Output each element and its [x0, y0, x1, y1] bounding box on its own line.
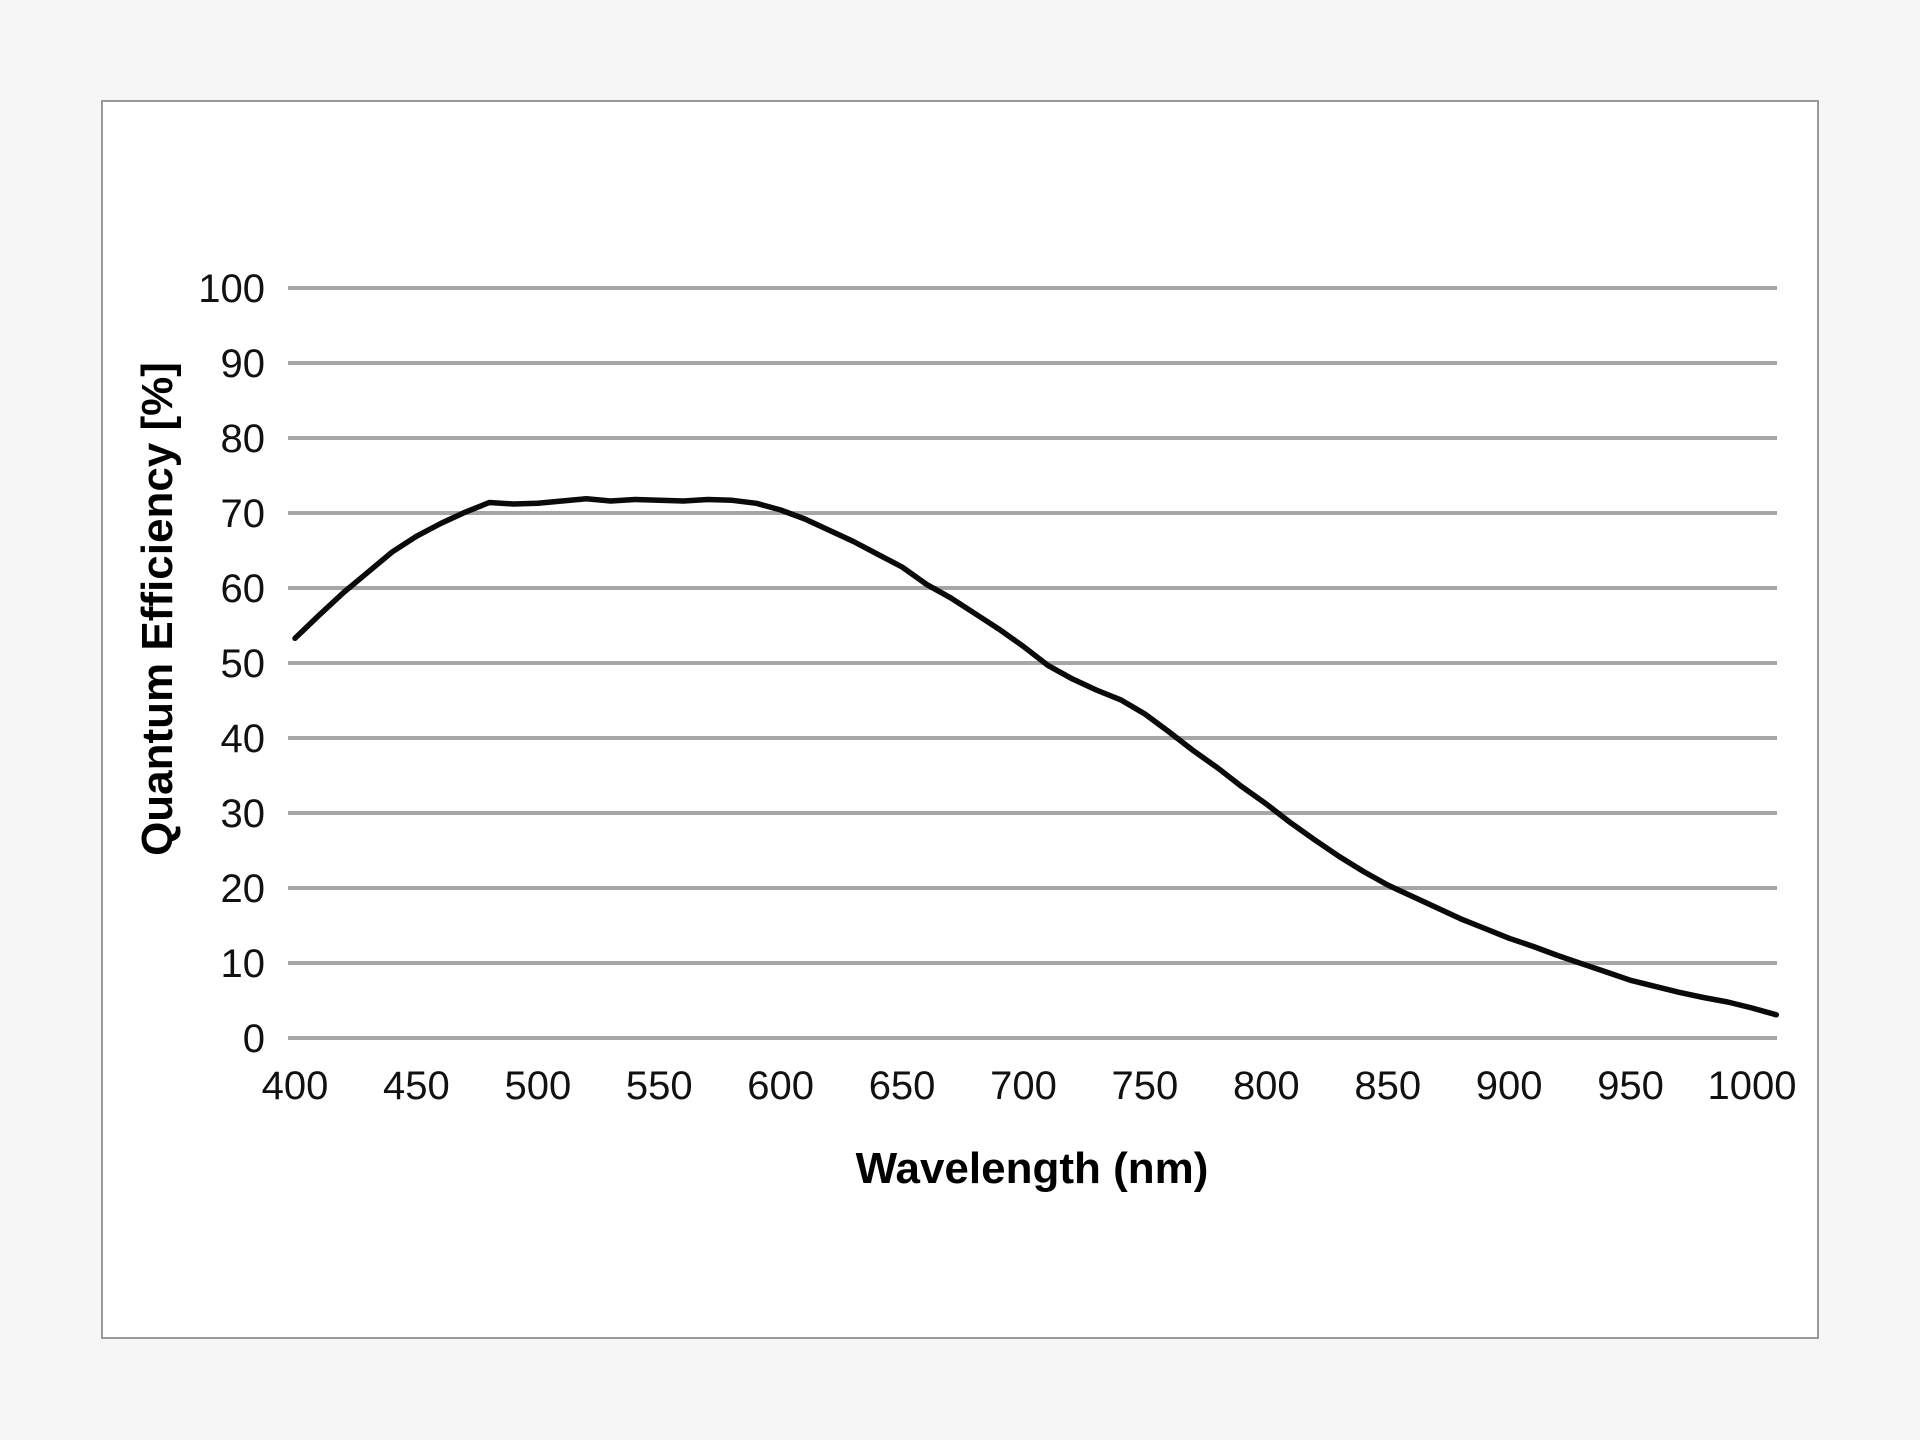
y-tick-40: 40: [221, 717, 266, 761]
y-tick-50: 50: [221, 642, 266, 686]
x-tick-650: 650: [869, 1064, 936, 1108]
chart-panel: [101, 100, 1819, 1339]
y-tick-90: 90: [221, 342, 266, 386]
y-tick-60: 60: [221, 567, 266, 611]
y-axis-title: Quantum Efficiency [%]: [133, 362, 182, 856]
x-tick-850: 850: [1354, 1064, 1421, 1108]
x-axis-title: Wavelength (nm): [856, 1144, 1209, 1193]
x-tick-400: 400: [262, 1064, 329, 1108]
x-tick-900: 900: [1476, 1064, 1543, 1108]
x-tick-550: 550: [626, 1064, 693, 1108]
horizontal-gridlines: [288, 286, 1777, 1040]
y-tick-30: 30: [221, 792, 266, 836]
x-axis-tick-labels: 400 450 500 550 600 650 700 750 800 850 900 950 1000: [262, 1064, 1797, 1108]
x-tick-800: 800: [1233, 1064, 1300, 1108]
y-tick-70: 70: [221, 492, 266, 536]
x-tick-600: 600: [747, 1064, 814, 1108]
x-tick-450: 450: [383, 1064, 450, 1108]
x-tick-950: 950: [1597, 1064, 1664, 1108]
y-tick-10: 10: [221, 942, 266, 986]
y-tick-0: 0: [243, 1017, 265, 1061]
qe-curve: [292, 496, 1780, 1018]
y-tick-100: 100: [198, 267, 265, 311]
y-tick-80: 80: [221, 417, 266, 461]
x-tick-700: 700: [990, 1064, 1057, 1108]
y-axis-tick-labels: 0 10 20 30 40 50 60 70 80 90 100: [198, 267, 265, 1061]
x-tick-500: 500: [504, 1064, 571, 1108]
x-tick-1000: 1000: [1707, 1064, 1796, 1108]
y-tick-20: 20: [221, 867, 266, 911]
x-tick-750: 750: [1112, 1064, 1179, 1108]
